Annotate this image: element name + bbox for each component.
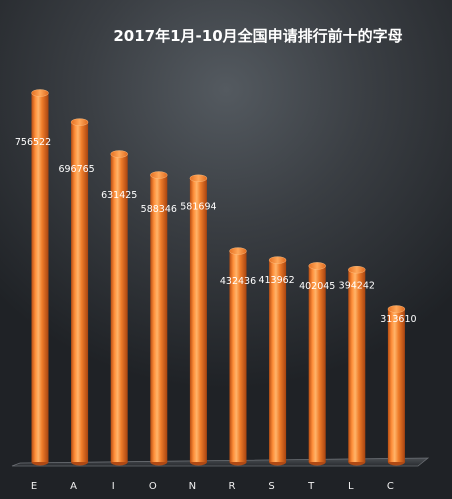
x-tick-label: O <box>149 481 157 492</box>
bar-L <box>348 266 366 466</box>
x-tick-label: L <box>348 481 354 492</box>
x-tick-label: R <box>229 481 236 492</box>
data-label: 696765 <box>58 164 94 175</box>
bar-body <box>308 265 326 462</box>
x-tick-label: I <box>112 481 115 492</box>
bar-S <box>268 256 287 466</box>
bar-cap <box>308 262 326 270</box>
bar-cap <box>70 118 89 126</box>
bar-body <box>150 175 168 462</box>
data-label: 413962 <box>258 275 294 286</box>
data-labels-layer: 756522 696765 631425 588346 581694 432436 4139… <box>15 137 417 325</box>
x-tick-label: A <box>70 481 77 492</box>
bar-cap <box>387 305 406 313</box>
x-tick-label: N <box>189 481 196 492</box>
chart-title: 2017年1月-10月全国申请排行前十的字母 <box>113 27 402 45</box>
x-tick-label: E <box>31 481 37 492</box>
bar-cap <box>229 247 247 255</box>
data-label: 432436 <box>220 276 256 287</box>
bar-body <box>110 154 128 463</box>
bar-R <box>229 247 247 466</box>
bar-A <box>70 118 89 466</box>
bar-body <box>229 251 247 462</box>
bar-body <box>31 93 49 462</box>
data-label: 756522 <box>15 137 51 148</box>
bar-body <box>71 122 89 462</box>
bar-O <box>150 171 168 466</box>
bar-E <box>31 89 49 466</box>
bar-body <box>269 260 287 462</box>
bar-cap <box>348 266 366 274</box>
data-label: 313610 <box>380 314 416 325</box>
bar-cap <box>189 174 208 182</box>
bars-layer <box>31 89 406 466</box>
bar-cap <box>110 150 128 158</box>
x-tick-label: T <box>307 481 315 492</box>
bar-body <box>387 309 405 462</box>
bar-body <box>189 178 207 462</box>
bar-body <box>348 269 366 462</box>
data-label: 394242 <box>339 281 375 292</box>
bar-N <box>189 174 208 466</box>
data-label: 581694 <box>180 201 216 212</box>
bar-cap <box>31 89 49 97</box>
bar-T <box>308 262 326 466</box>
x-tick-label: C <box>387 481 394 492</box>
data-label: 402045 <box>299 281 335 292</box>
bar-cap <box>268 256 287 264</box>
data-label: 588346 <box>141 204 177 215</box>
data-label: 631425 <box>101 190 137 201</box>
x-tick-label: S <box>268 481 274 492</box>
bar-C <box>387 305 406 466</box>
bar-I <box>110 150 128 466</box>
bar-cap <box>150 171 168 179</box>
